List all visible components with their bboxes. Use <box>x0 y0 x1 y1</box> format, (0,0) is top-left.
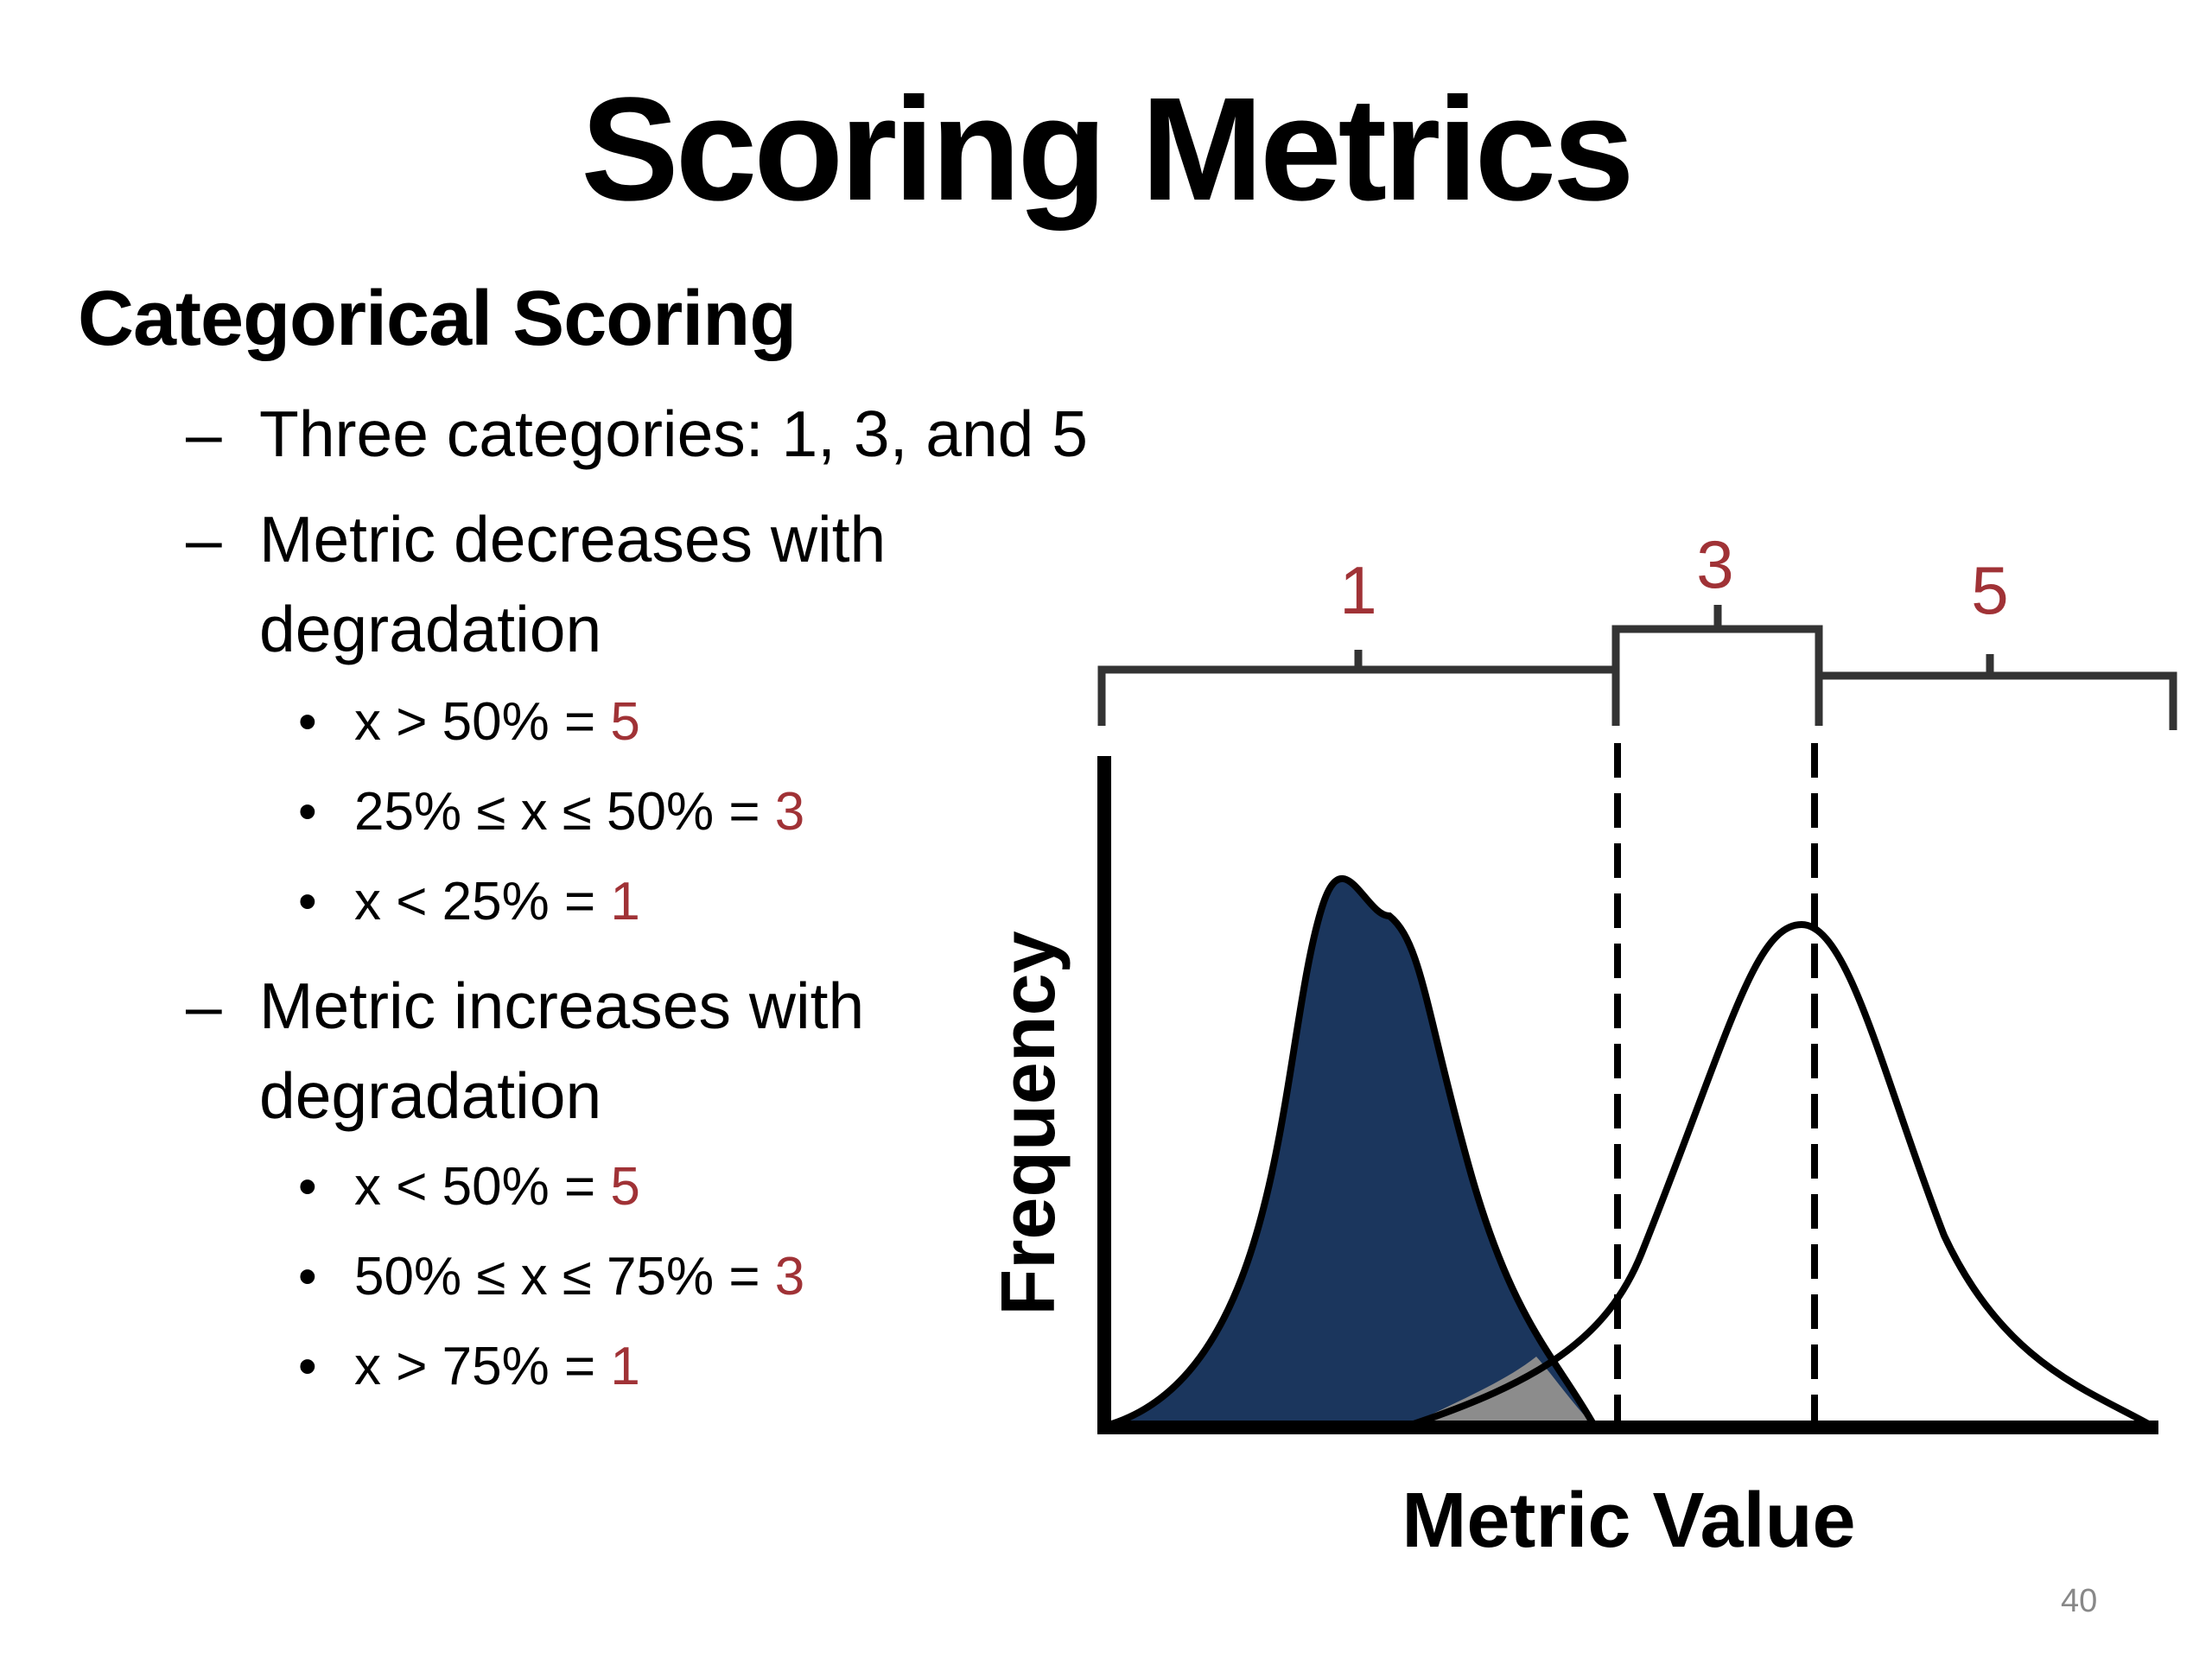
bracket-category-3 <box>1611 605 1823 683</box>
bullet-marker: • <box>298 1247 317 1306</box>
bullet-text: x > 50% = <box>354 692 611 752</box>
page-number: 40 <box>2061 1583 2098 1619</box>
score-value: 5 <box>610 692 640 752</box>
bullet-marker: • <box>298 1157 317 1217</box>
bullet-marker: • <box>298 782 317 842</box>
category-label-5: 5 <box>1971 552 2008 628</box>
score-value: 3 <box>774 1247 805 1306</box>
dash-text-line-1: Metric decreases with <box>259 503 887 575</box>
slide-title: Scoring Metrics <box>581 67 1634 232</box>
dash-text-line-1: Metric increases with <box>259 969 865 1042</box>
dash-text-line-2: degradation <box>259 593 602 665</box>
bracket-category-1 <box>1097 650 1620 726</box>
bullet-text: 50% ≤ x ≤ 75% = <box>354 1247 775 1306</box>
bullet-marker: • <box>298 872 317 931</box>
dash-text-line-2: degradation <box>259 1059 602 1132</box>
left-distribution-fill <box>1106 878 1594 1426</box>
bullet-text: x < 50% = <box>354 1157 611 1217</box>
bullet-text: 25% ≤ x ≤ 50% = <box>354 782 775 842</box>
y-axis-label: Frequency <box>985 931 1071 1315</box>
dash-text: Three categories: 1, 3, and 5 <box>259 397 1088 470</box>
category-label-3: 3 <box>1696 526 1733 602</box>
x-axis-label: Metric Value <box>1402 1478 1855 1564</box>
score-value: 1 <box>610 1337 640 1396</box>
section-heading: Categorical Scoring <box>78 276 797 362</box>
bullet-text: x < 25% = <box>354 872 611 931</box>
dash-marker: – <box>186 397 222 470</box>
score-value: 3 <box>774 782 805 842</box>
bracket-category-5 <box>1815 654 2177 730</box>
score-value: 5 <box>610 1157 640 1217</box>
category-label-1: 1 <box>1339 552 1376 628</box>
bullet-text: x > 75% = <box>354 1337 611 1396</box>
right-distribution-outline <box>1407 920 2153 1429</box>
dash-marker: – <box>186 503 222 575</box>
left-distribution-outline <box>1104 875 1598 1429</box>
score-value: 1 <box>610 872 640 931</box>
bullet-marker: • <box>298 692 317 752</box>
bullet-marker: • <box>298 1337 317 1396</box>
dash-marker: – <box>186 969 222 1042</box>
